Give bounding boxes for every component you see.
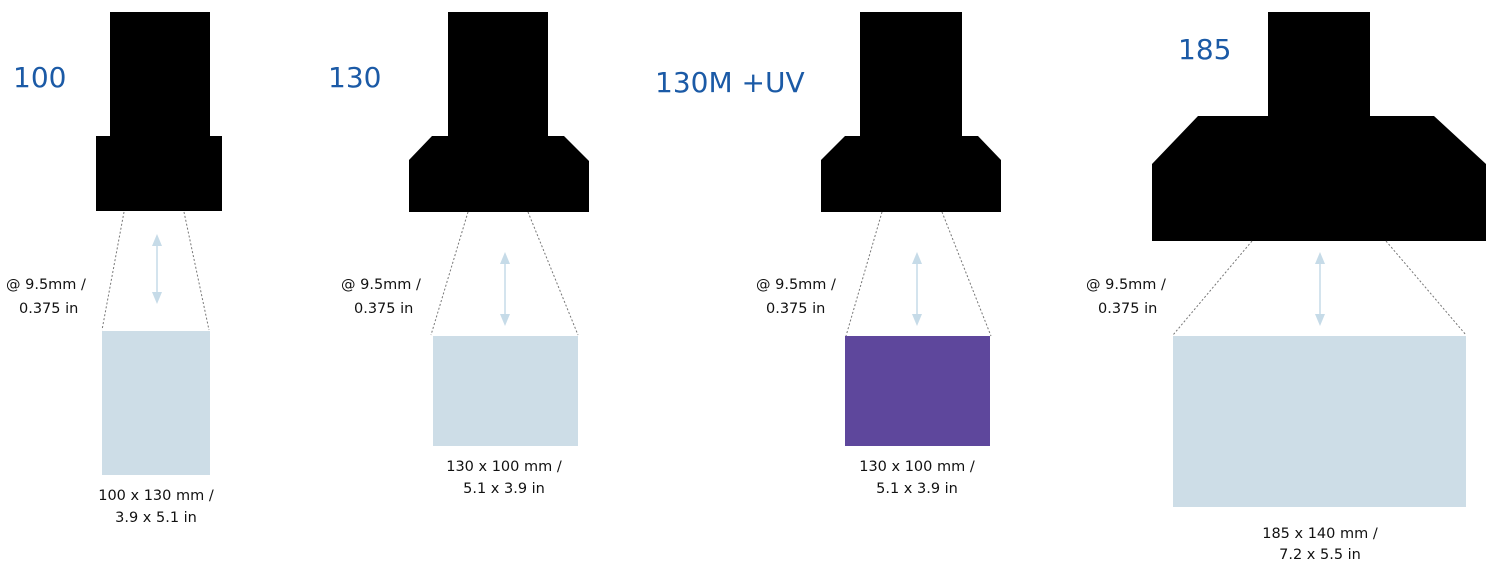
device-130m-uv-neck <box>860 12 962 136</box>
area-label-line1: 130 x 100 mm / <box>859 459 975 475</box>
device-185-head <box>1152 116 1486 241</box>
area-label-line1: 100 x 130 mm / <box>98 488 214 504</box>
distance-arrow <box>912 252 922 326</box>
area-label-line1: 185 x 140 mm / <box>1262 526 1378 542</box>
device-100-head <box>96 136 222 211</box>
beam-guide-right <box>527 211 579 336</box>
beam-guide-right <box>183 211 210 331</box>
device-130m-uv-head <box>821 136 1001 212</box>
area-label-line1: 130 x 100 mm / <box>446 459 562 475</box>
distance-label-line1: @ 9.5mm / <box>341 277 421 293</box>
model-label-185: 185 <box>1178 33 1231 66</box>
beam-guide-left <box>1172 240 1253 336</box>
device-130m-uv: 130M +UV @ 9.5mm / 0.375 in 130 x 100 mm… <box>655 12 1001 497</box>
illuminated-area-185 <box>1173 336 1466 507</box>
beam-guide-left <box>845 211 883 337</box>
distance-arrow <box>500 252 510 326</box>
illuminated-area-130 <box>433 336 578 446</box>
beam-guide-left <box>430 211 469 336</box>
distance-label-line1: @ 9.5mm / <box>1086 277 1166 293</box>
device-130: 130 @ 9.5mm / 0.375 in 130 x 100 mm / 5.… <box>328 12 589 497</box>
model-label-130m-uv: 130M +UV <box>655 66 805 99</box>
distance-label-line1: @ 9.5mm / <box>6 277 86 293</box>
distance-label-line1: @ 9.5mm / <box>756 277 836 293</box>
device-100: 100 @ 9.5mm / 0.375 in 100 x 130 mm / 3.… <box>6 12 222 526</box>
beam-guide-left <box>101 211 125 331</box>
device-185-neck <box>1268 12 1370 116</box>
illuminated-area-100 <box>102 331 210 475</box>
illuminated-area-uv <box>845 336 990 446</box>
model-label-100: 100 <box>13 61 66 94</box>
distance-label-line2: 0.375 in <box>354 301 413 317</box>
distance-arrow <box>152 234 162 304</box>
beam-guide-right <box>1385 240 1467 336</box>
distance-label-line2: 0.375 in <box>766 301 825 317</box>
distance-arrow <box>1315 252 1325 326</box>
area-label-line2: 3.9 x 5.1 in <box>115 510 197 526</box>
beam-guide-right <box>941 211 992 337</box>
device-100-neck <box>110 12 210 136</box>
device-130-head <box>409 136 589 212</box>
distance-label-line2: 0.375 in <box>1098 301 1157 317</box>
device-185: 185 @ 9.5mm / 0.375 in 185 x 140 mm / 7.… <box>1086 12 1486 563</box>
area-label-line2: 5.1 x 3.9 in <box>463 481 545 497</box>
device-130-neck <box>448 12 548 136</box>
area-label-line2: 5.1 x 3.9 in <box>876 481 958 497</box>
model-label-130: 130 <box>328 61 381 94</box>
distance-label-line2: 0.375 in <box>19 301 78 317</box>
area-label-line2: 7.2 x 5.5 in <box>1279 547 1361 563</box>
